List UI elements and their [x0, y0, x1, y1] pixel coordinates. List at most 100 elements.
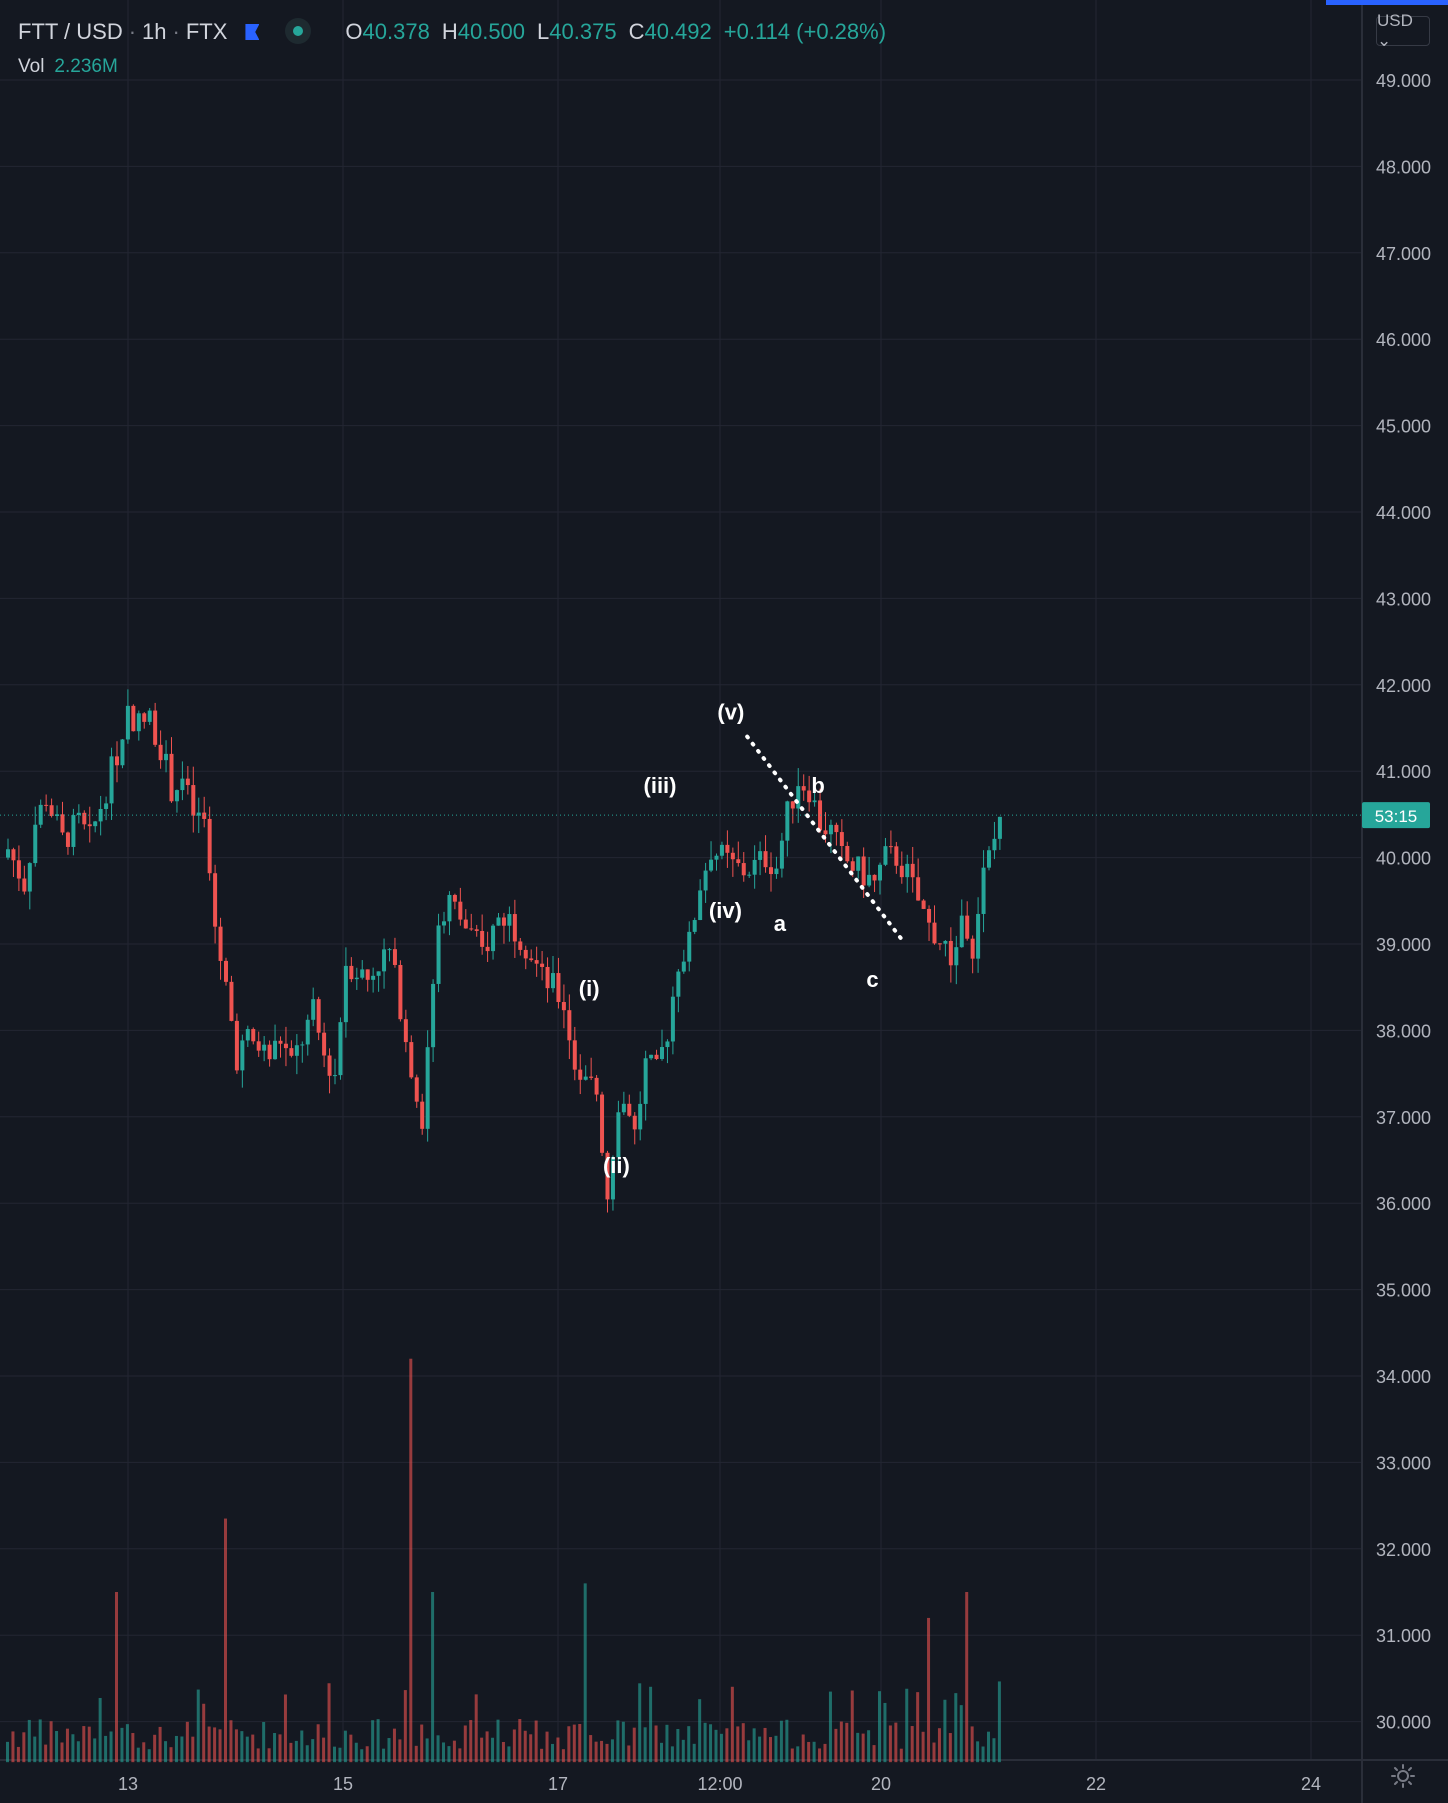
volume-bar	[174, 1735, 178, 1763]
candle-body	[747, 874, 752, 876]
candle-body	[305, 1019, 310, 1045]
candle-body	[65, 832, 70, 847]
candle-body	[834, 824, 839, 833]
volume-bar	[556, 1737, 560, 1763]
low-key: L	[537, 19, 550, 44]
candle-body	[654, 1054, 659, 1059]
volume-bar	[540, 1748, 544, 1763]
candle-body	[93, 821, 98, 827]
volume-bar	[289, 1742, 293, 1763]
price-tick-label: 37.000	[1376, 1108, 1431, 1128]
price-tick-label: 42.000	[1376, 676, 1431, 696]
candle-body	[948, 940, 953, 966]
candle-body	[169, 753, 174, 802]
volume-bar	[125, 1724, 129, 1763]
candle-body	[589, 1076, 594, 1078]
interval-label[interactable]: 1h	[142, 19, 167, 44]
candle-body	[681, 961, 686, 972]
flag-icon[interactable]	[245, 24, 260, 40]
time-tick-label: 15	[333, 1774, 353, 1794]
time-tick-label: 24	[1301, 1774, 1321, 1794]
candle-body	[224, 960, 228, 982]
candle-body	[158, 744, 163, 761]
candle-body	[905, 863, 910, 878]
volume-bar	[414, 1745, 418, 1763]
candle-body	[518, 941, 523, 950]
volume-bar	[676, 1729, 680, 1763]
candle-body	[621, 1103, 626, 1113]
volume-bar	[992, 1738, 996, 1763]
candle-body	[600, 1094, 605, 1153]
volume-bar	[349, 1734, 353, 1763]
volume-bar	[796, 1746, 800, 1763]
volume-bar	[839, 1721, 843, 1763]
volume-bar	[316, 1724, 320, 1763]
candle-body	[774, 868, 779, 875]
settings-gear-icon[interactable]	[1390, 1763, 1416, 1789]
volume-bar	[136, 1747, 140, 1763]
volume-bar	[878, 1691, 881, 1763]
volume-bar	[469, 1720, 473, 1763]
volume-bar	[142, 1742, 146, 1763]
volume-bar	[376, 1719, 380, 1763]
volume-bar	[834, 1728, 838, 1763]
candle-body	[709, 859, 714, 871]
volume-bar	[447, 1746, 451, 1763]
candle-body	[185, 778, 190, 786]
candle-body	[496, 917, 501, 926]
candle-body	[71, 815, 76, 847]
volume-bar	[360, 1749, 364, 1763]
volume-bar	[273, 1733, 277, 1763]
price-tick-label: 43.000	[1376, 589, 1431, 609]
change-value: +0.114 (+0.28%)	[723, 19, 887, 44]
candle-body	[828, 824, 833, 835]
candle-body	[529, 958, 534, 961]
open-value: 40.378	[362, 19, 430, 44]
candle-body	[649, 1054, 654, 1059]
volume-bar	[763, 1727, 767, 1763]
candle-body	[758, 851, 763, 860]
volume-bar	[463, 1725, 467, 1763]
volume-bar	[365, 1746, 369, 1763]
symbol-name[interactable]: FTT / USD	[18, 19, 123, 44]
volume-bar	[420, 1724, 424, 1763]
candle-body	[823, 830, 828, 835]
candle-body	[76, 812, 81, 816]
volume-bar	[120, 1727, 124, 1763]
candle-body	[551, 973, 555, 989]
volume-bar	[33, 1736, 37, 1763]
volume-bar	[512, 1729, 516, 1763]
candle-body	[676, 971, 681, 997]
volume-bar	[927, 1617, 931, 1763]
price-tick-label: 36.000	[1376, 1194, 1431, 1214]
close-value: 40.492	[644, 19, 712, 44]
candle-body	[578, 1069, 583, 1080]
volume-bar	[431, 1592, 435, 1763]
currency-dropdown[interactable]: USD ⌄	[1376, 11, 1430, 50]
candle-body	[807, 790, 812, 803]
volume-bar	[823, 1743, 827, 1763]
volume-value: 2.236M	[54, 56, 118, 77]
current-price-badge	[1362, 802, 1430, 829]
wave-label: (v)	[717, 699, 744, 724]
candle-body	[120, 739, 125, 766]
candle-body	[927, 908, 932, 923]
candle-body	[82, 812, 87, 825]
candle-body	[981, 867, 986, 914]
volume-bar	[327, 1683, 331, 1763]
candle-body	[360, 969, 365, 978]
volume-bar	[11, 1731, 15, 1763]
candle-body	[267, 1044, 272, 1060]
volume-bar	[480, 1737, 484, 1763]
volume-label[interactable]: Vol	[18, 56, 45, 77]
candle-body	[213, 873, 218, 927]
candle-body	[572, 1040, 577, 1070]
candle-body	[343, 965, 348, 1023]
volume-bar	[322, 1737, 326, 1763]
volume-bar	[491, 1737, 495, 1763]
candle-body	[16, 860, 21, 879]
candle-body	[763, 851, 768, 868]
volume-bar	[44, 1744, 48, 1763]
